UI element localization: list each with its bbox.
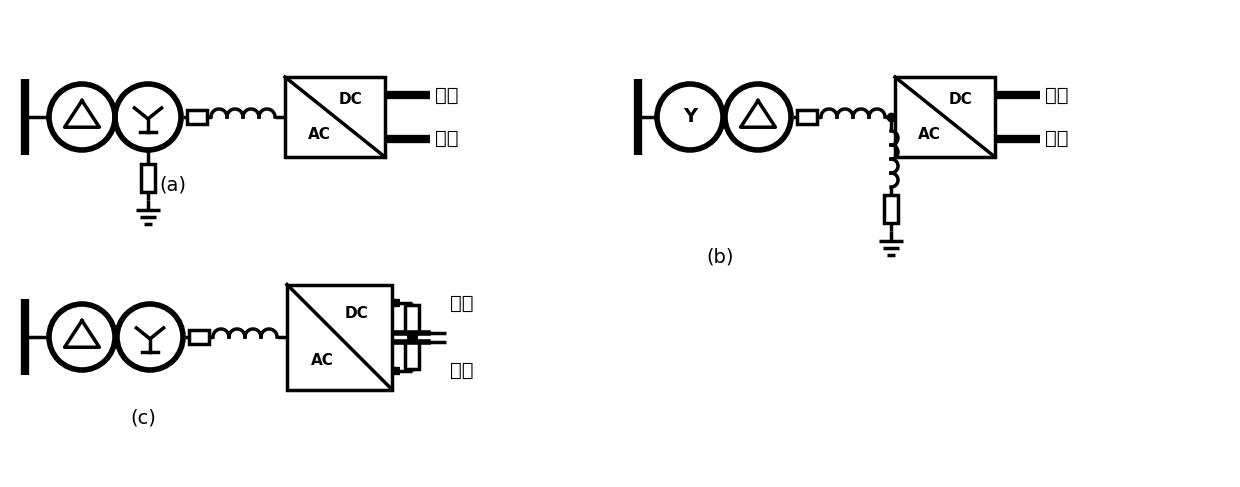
Bar (141, 164, 155, 192)
Text: AC: AC (311, 353, 334, 368)
Bar (405, 305, 419, 333)
Bar (187, 110, 207, 124)
Text: DC: DC (345, 306, 368, 321)
Text: 正极: 正极 (435, 86, 459, 105)
Text: AC: AC (308, 127, 330, 142)
Text: DC: DC (339, 92, 363, 107)
Bar (188, 330, 210, 344)
Bar (286, 284, 392, 390)
Text: 正极: 正极 (1045, 86, 1069, 105)
Text: (b): (b) (707, 247, 734, 266)
Text: 负极: 负极 (1045, 129, 1069, 148)
Text: (c): (c) (130, 408, 156, 427)
Text: Y: Y (683, 108, 697, 127)
Bar (285, 77, 384, 157)
Text: 正极: 正极 (450, 294, 474, 313)
Text: 负极: 负极 (435, 129, 459, 148)
Text: DC: DC (949, 92, 973, 107)
Bar (895, 77, 994, 157)
Bar (405, 341, 419, 369)
Bar (884, 195, 898, 223)
Bar (797, 110, 817, 124)
Text: 负极: 负极 (450, 361, 474, 380)
Text: AC: AC (918, 127, 940, 142)
Text: (a): (a) (159, 175, 186, 194)
